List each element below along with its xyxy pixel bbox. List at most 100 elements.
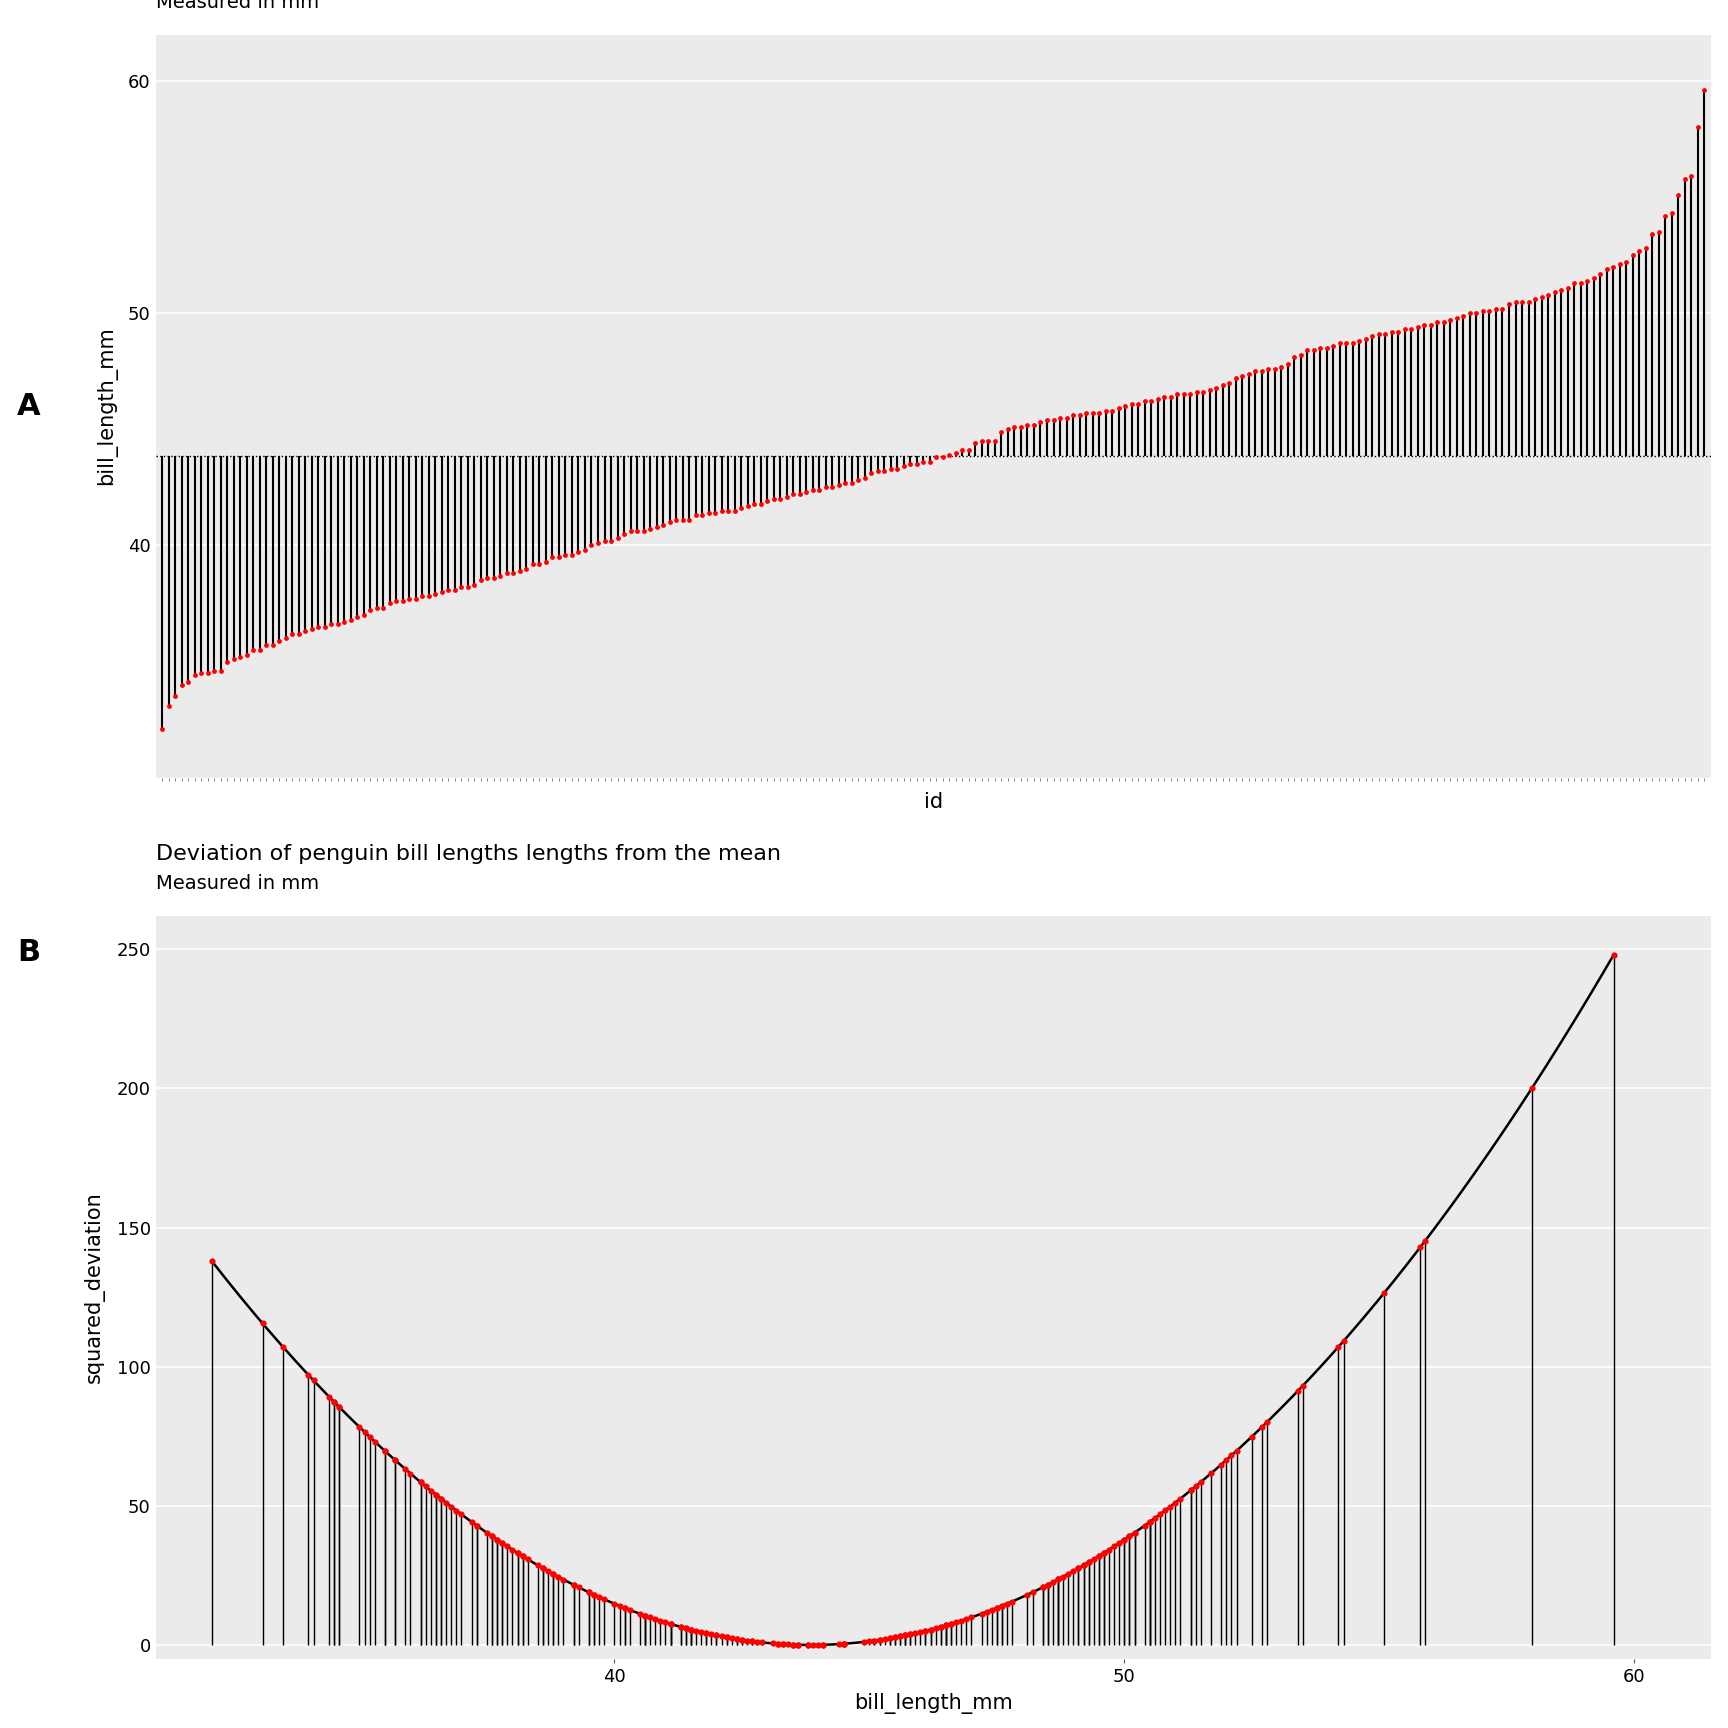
Point [539, 1560, 567, 1588]
Point [448, 574, 475, 601]
Point [406, 1469, 434, 1496]
Point [1502, 289, 1529, 316]
Point [266, 627, 294, 655]
Point [698, 1621, 726, 1649]
Point [156, 691, 183, 719]
Point [1241, 358, 1268, 385]
Point [278, 620, 306, 648]
Point [560, 1571, 588, 1598]
Point [161, 683, 188, 710]
Point [314, 1382, 342, 1410]
Point [769, 1630, 797, 1657]
Point [479, 1522, 506, 1550]
Point [931, 1612, 959, 1640]
Point [1365, 320, 1393, 347]
Point [688, 1619, 715, 1647]
Point [473, 1519, 501, 1547]
Point [422, 1481, 449, 1509]
Point [733, 1626, 760, 1654]
Point [422, 581, 449, 608]
Point [489, 1529, 517, 1557]
Point [1111, 392, 1139, 420]
Point [1436, 306, 1464, 334]
Point [988, 1591, 1016, 1619]
Point [1424, 309, 1452, 337]
Point [1541, 278, 1569, 306]
Point [1626, 237, 1654, 264]
Point [876, 1624, 904, 1652]
Point [988, 418, 1016, 446]
Point [187, 660, 214, 688]
Point [947, 1607, 975, 1635]
Point [727, 494, 755, 522]
Point [506, 556, 534, 584]
Point [722, 1626, 750, 1654]
Point [525, 550, 553, 577]
Point [318, 610, 346, 638]
Point [1358, 323, 1386, 351]
Point [1161, 1490, 1189, 1517]
Point [1040, 406, 1068, 434]
Point [518, 550, 546, 577]
Point [403, 586, 430, 613]
X-axis label: id: id [923, 791, 943, 812]
Point [598, 527, 626, 555]
Point [721, 496, 748, 524]
Point [740, 489, 767, 517]
Point [1130, 387, 1158, 415]
Point [912, 1617, 940, 1645]
Point [292, 617, 320, 645]
Point [631, 1602, 658, 1630]
Point [902, 1619, 930, 1647]
Point [1287, 340, 1315, 368]
Point [1284, 1377, 1312, 1405]
Point [657, 1610, 684, 1638]
Point [999, 1588, 1026, 1616]
Point [351, 1419, 378, 1446]
Point [1664, 181, 1692, 209]
Point [534, 1557, 562, 1585]
Point [484, 1526, 511, 1553]
Point [968, 427, 995, 454]
Point [677, 1616, 705, 1643]
Point [416, 1477, 444, 1505]
Point [624, 518, 651, 546]
Point [591, 527, 619, 555]
Point [168, 670, 195, 698]
Point [1135, 1509, 1163, 1536]
Point [492, 560, 520, 588]
Point [883, 454, 911, 482]
Point [907, 1617, 935, 1645]
Point [610, 1595, 638, 1623]
Point [1325, 1332, 1353, 1360]
Point [829, 1630, 857, 1657]
Point [819, 473, 847, 501]
Point [219, 645, 247, 672]
Point [982, 427, 1009, 454]
Point [866, 1626, 893, 1654]
Point [551, 541, 579, 569]
Point [1116, 1522, 1144, 1550]
Point [1096, 1536, 1123, 1564]
Point [1020, 411, 1047, 439]
Point [1528, 283, 1555, 311]
Point [505, 1540, 532, 1567]
Point [1177, 1477, 1204, 1505]
Point [708, 496, 736, 524]
Point [931, 1612, 959, 1640]
Point [764, 1630, 791, 1657]
Point [344, 603, 372, 631]
Point [285, 620, 313, 648]
Point [1509, 289, 1536, 316]
Point [1033, 406, 1061, 434]
Point [1476, 297, 1503, 325]
Point [937, 1610, 964, 1638]
Point [636, 1604, 664, 1631]
Point [1156, 1493, 1184, 1521]
Point [810, 1631, 838, 1659]
Point [983, 1593, 1011, 1621]
Point [695, 499, 722, 527]
Point [651, 1609, 679, 1636]
Point [370, 594, 397, 622]
Point [734, 492, 762, 520]
